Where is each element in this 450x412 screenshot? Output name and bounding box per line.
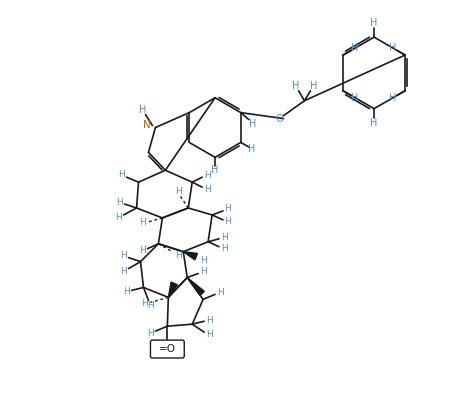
- Text: H: H: [200, 256, 207, 265]
- Text: N: N: [143, 119, 150, 129]
- Text: H: H: [139, 246, 146, 255]
- Text: H: H: [123, 287, 130, 296]
- Text: H: H: [225, 218, 231, 226]
- FancyBboxPatch shape: [150, 340, 184, 358]
- Text: H: H: [249, 119, 256, 129]
- Text: H: H: [200, 267, 207, 276]
- Text: H: H: [120, 251, 127, 260]
- Text: H: H: [351, 43, 359, 53]
- Text: H: H: [204, 185, 211, 194]
- Text: H: H: [389, 43, 397, 53]
- Text: H: H: [115, 213, 122, 222]
- Text: H: H: [118, 170, 125, 179]
- Text: H: H: [389, 93, 397, 103]
- Text: H: H: [206, 330, 212, 339]
- Text: H: H: [147, 329, 154, 338]
- Text: H: H: [139, 218, 146, 227]
- Text: H: H: [175, 251, 182, 260]
- Text: H: H: [225, 204, 231, 213]
- Text: =O: =O: [159, 344, 176, 354]
- Text: H: H: [292, 81, 299, 91]
- Text: H: H: [351, 93, 359, 103]
- Polygon shape: [183, 252, 198, 260]
- Text: H: H: [175, 187, 182, 196]
- Text: H: H: [370, 117, 378, 128]
- Text: H: H: [141, 299, 148, 308]
- Text: H: H: [139, 105, 146, 115]
- Text: H: H: [220, 244, 227, 253]
- Text: O: O: [275, 114, 284, 124]
- Text: H: H: [310, 81, 317, 91]
- Text: H: H: [204, 171, 211, 180]
- Text: H: H: [212, 165, 219, 175]
- Text: H: H: [116, 197, 123, 206]
- Text: H: H: [248, 144, 256, 154]
- Polygon shape: [187, 278, 204, 295]
- Text: H: H: [147, 301, 154, 310]
- Text: H: H: [120, 267, 127, 276]
- Text: H: H: [370, 18, 378, 28]
- Text: H: H: [206, 316, 212, 325]
- Polygon shape: [168, 282, 177, 297]
- Text: H: H: [220, 233, 227, 242]
- Text: H: H: [216, 288, 223, 297]
